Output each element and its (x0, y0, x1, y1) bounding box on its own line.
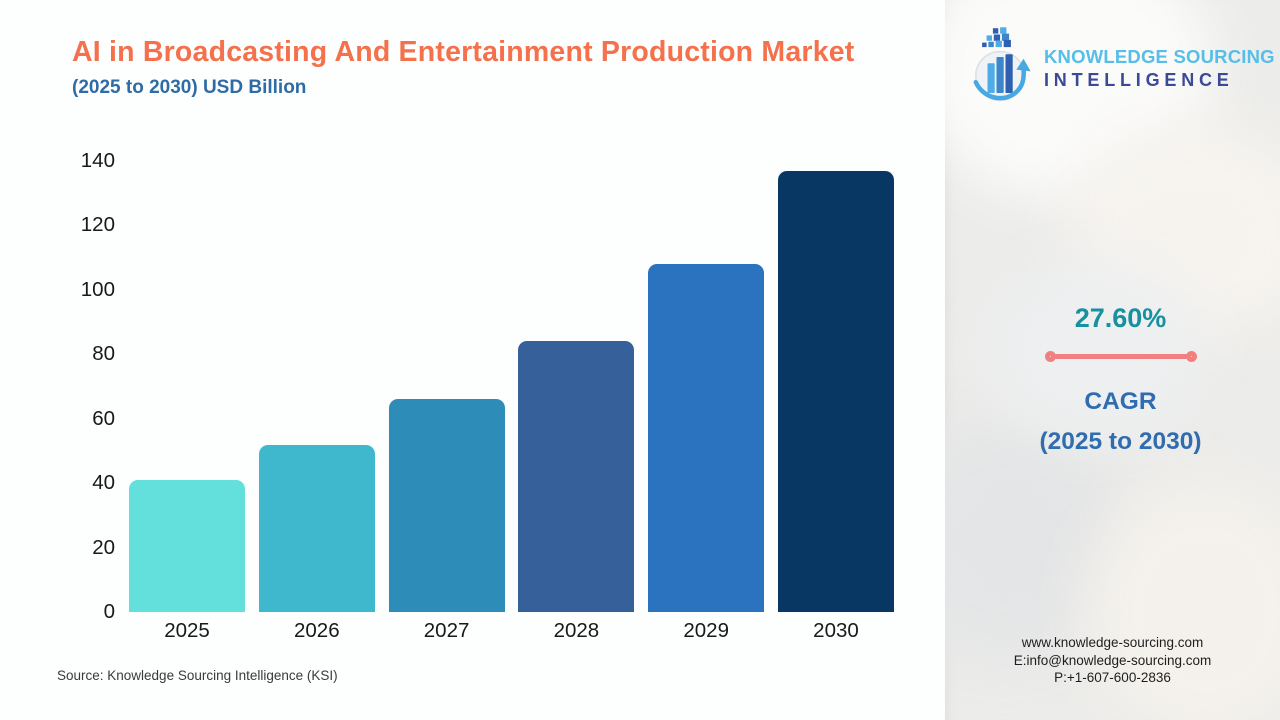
cagr-value: 27.60% (1074, 303, 1167, 333)
contact-block: www.knowledge-sourcing.com E:info@knowle… (945, 634, 1280, 687)
blurred-background-panel (945, 0, 1280, 720)
logo-text: KNOWLEDGE SOURCING INTELLIGENCE (1044, 46, 1275, 91)
source-note: Source: Knowledge Sourcing Intelligence … (57, 668, 338, 683)
cagr-period-label: (2025 to 2030) (1039, 428, 1202, 455)
cagr-divider-line (1044, 351, 1197, 362)
line-rod (1053, 354, 1188, 359)
plot-area (129, 161, 894, 612)
company-logo: KNOWLEDGE SOURCING INTELLIGENCE (965, 26, 1275, 111)
page-title: AI in Broadcasting And Entertainment Pro… (72, 36, 855, 68)
cagr-block: 27.60% CAGR (2025 to 2030) (953, 303, 1280, 462)
bar-2026 (258, 444, 375, 612)
x-tick-label: 2030 (813, 619, 859, 642)
cagr-label: CAGR (1084, 388, 1157, 415)
x-tick-label: 2025 (164, 619, 210, 642)
y-tick-label: 60 (92, 406, 115, 430)
bar-chart-globe-arrow-icon (965, 26, 1037, 111)
y-tick-label: 120 (80, 213, 115, 237)
line-end-ring-icon (1185, 351, 1197, 362)
background-blob (985, 260, 1205, 440)
y-tick-label: 40 (92, 471, 115, 495)
bar-2028 (518, 341, 635, 612)
background-blob (1085, 480, 1280, 720)
y-axis: 0 20 40 60 80 100 120 140 (50, 150, 115, 623)
x-tick-label: 2028 (553, 619, 600, 642)
contact-email: E:info@knowledge-sourcing.com (1013, 652, 1212, 668)
y-tick-label: 0 (103, 600, 115, 623)
y-tick-label: 20 (92, 535, 115, 559)
x-tick-label: 2029 (683, 619, 729, 642)
page-subtitle: (2025 to 2030) USD Billion (72, 77, 307, 98)
logo-line1: KNOWLEDGE SOURCING (1044, 46, 1275, 67)
y-tick-label: 80 (92, 342, 115, 366)
y-tick-label: 140 (80, 149, 115, 172)
bar-2025 (129, 479, 245, 612)
x-tick-label: 2026 (293, 619, 340, 642)
logo-line2: INTELLIGENCE (1044, 70, 1234, 90)
bar-2030 (777, 170, 894, 612)
y-tick-label: 100 (80, 277, 115, 301)
contact-phone: P:+1-607-600-2836 (1054, 670, 1171, 685)
x-axis: 2025 2026 2027 2028 2029 2030 (129, 619, 894, 643)
x-tick-label: 2027 (423, 619, 470, 642)
bar-2027 (388, 399, 505, 612)
line-end-ring-icon (1044, 351, 1056, 362)
contact-website: www.knowledge-sourcing.com (1021, 635, 1204, 650)
bar-2029 (648, 264, 765, 612)
